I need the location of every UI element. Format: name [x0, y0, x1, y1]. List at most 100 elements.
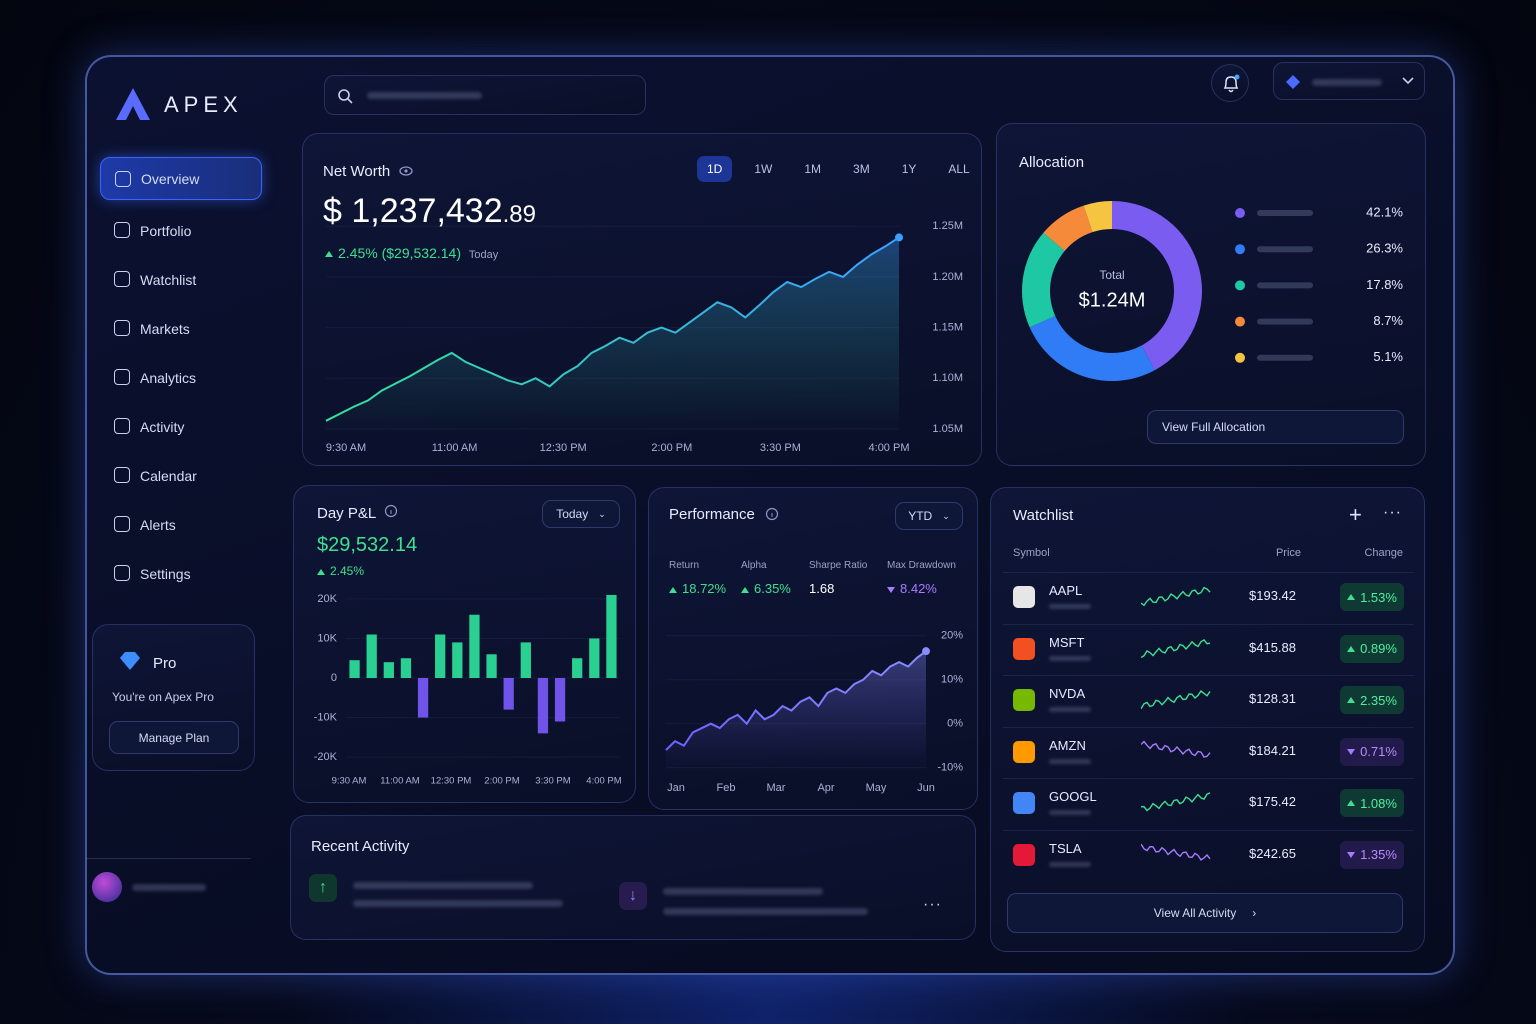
x-tick-label: 9:30 AM	[326, 442, 366, 454]
y-tick-label: 0	[331, 672, 337, 684]
change-badge: 0.71%	[1340, 737, 1404, 766]
range-tab[interactable]: 1Y	[901, 162, 917, 176]
nav-icon	[114, 369, 130, 385]
y-tick-label: -10%	[937, 762, 963, 774]
more-button[interactable]: ···	[1383, 504, 1402, 521]
range-tab[interactable]: 3M	[853, 162, 870, 176]
nav-item[interactable]: Markets	[100, 307, 262, 350]
nav-label: Overview	[141, 170, 200, 187]
account-dropdown[interactable]	[1273, 62, 1425, 100]
metric-value: 18.72%	[669, 581, 726, 596]
up-arrow	[325, 251, 333, 258]
period-dropdown[interactable]: YTD ⌄	[895, 502, 963, 530]
bar	[417, 678, 429, 718]
nav-item[interactable]: Watchlist	[100, 258, 262, 301]
sparkline	[1141, 638, 1211, 658]
watchlist-row[interactable]: AAPL $193.42 1.53%	[1003, 572, 1414, 620]
nav-item[interactable]: Activity	[100, 405, 262, 448]
x-tick-label: Jan	[667, 782, 685, 794]
bar	[452, 642, 463, 678]
metric-value: 8.42%	[887, 581, 937, 596]
change-badge: 1.08%	[1340, 789, 1404, 817]
y-tick-label: 10%	[941, 674, 963, 686]
legend-value: 5.1%	[1373, 349, 1403, 364]
nav-item[interactable]: Portfolio	[100, 209, 262, 252]
dropdown-text: Today	[556, 507, 589, 521]
symbol-logo	[1013, 689, 1035, 711]
symbol: MSFT	[1049, 634, 1085, 650]
symbol: AMZN	[1049, 737, 1086, 753]
change-badge: 1.53%	[1340, 583, 1404, 611]
range-tab[interactable]: 1D	[697, 156, 733, 182]
legend-value: 42.1%	[1366, 204, 1403, 219]
chevron: ›	[1252, 906, 1257, 920]
pro-card: Pro You're on Apex Pro Manage Plan	[92, 624, 255, 771]
nav-item[interactable]: Overview	[100, 157, 262, 200]
symbol-logo	[1013, 740, 1035, 763]
watchlist-row[interactable]: MSFT $415.88 0.89%	[1003, 623, 1414, 672]
net-worth-value: $ 1,237,432.89	[323, 192, 536, 231]
change-text: 0.89%	[1360, 641, 1397, 656]
range-tab[interactable]: 1M	[804, 162, 822, 176]
up-arrow	[1347, 645, 1356, 652]
range-tab[interactable]: ALL	[948, 162, 970, 176]
divider	[86, 858, 251, 859]
up-arrow	[1347, 800, 1356, 806]
notification-button[interactable]	[1211, 64, 1249, 102]
nav-item[interactable]: Calendar	[100, 454, 262, 497]
range-tab[interactable]: 1W	[754, 162, 773, 176]
period-dropdown[interactable]: Today ⌄	[542, 500, 620, 528]
info-icon	[384, 504, 398, 518]
button-text: View All Activity	[1153, 906, 1237, 920]
x-tick-label: Apr	[817, 782, 834, 794]
add-button[interactable]: +	[1349, 502, 1362, 527]
y-tick-label: 10K	[317, 632, 337, 644]
nav-icon	[114, 320, 130, 336]
change-text: 2.45%	[330, 564, 365, 578]
y-tick-label: 1.20M	[932, 271, 963, 283]
up-arrow	[1347, 594, 1356, 600]
metric-label: Sharpe Ratio	[809, 560, 868, 571]
watchlist-row[interactable]: NVDA $128.31 2.35%	[1003, 675, 1414, 723]
company-name	[1049, 655, 1091, 661]
nav-icon	[115, 171, 131, 187]
y-tick-label: 1.10M	[932, 372, 963, 384]
bar	[400, 658, 412, 678]
day-pnl-change: 2.45%	[317, 564, 364, 578]
search-box[interactable]	[324, 75, 646, 115]
nav-item[interactable]: Settings	[100, 552, 262, 595]
chevron	[1402, 77, 1414, 85]
watchlist-row[interactable]: TSLA $242.65 1.35%	[1003, 829, 1414, 878]
view-allocation-button[interactable]: View Full Allocation	[1147, 410, 1404, 444]
donut-segment	[1083, 201, 1112, 233]
net-worth-chart: 1.05M 1.10M 1.15M 1.20M 1.25M 9:30 AM 11:00 AM…	[325, 220, 963, 454]
view-all-activity-button[interactable]: View All Activity ›	[1007, 893, 1403, 933]
nav-item[interactable]: Analytics	[100, 356, 262, 399]
nav-item[interactable]: Alerts	[100, 503, 262, 546]
range-tabs: 1D 1W 1M 3M 1Y ALL	[697, 156, 980, 182]
x-tick-label: 9:30 AM	[332, 776, 367, 787]
nav-label: Settings	[140, 565, 191, 582]
activity-text	[353, 882, 533, 889]
up-arrow	[1347, 697, 1356, 703]
legend-value: 8.7%	[1373, 313, 1403, 328]
end-point	[922, 647, 930, 656]
y-tick-label: 1.15M	[932, 322, 963, 334]
watchlist-row[interactable]: GOOGL $175.42 1.08%	[1003, 778, 1414, 826]
y-tick-label: -20K	[314, 751, 338, 763]
symbol-logo	[1013, 792, 1035, 814]
nav-icon	[114, 565, 130, 581]
y-tick-label: 0%	[947, 718, 963, 730]
performance-title: Performance	[669, 506, 755, 523]
up-arrow	[317, 568, 325, 575]
sparkline	[1141, 792, 1211, 812]
manage-plan-button[interactable]: Manage Plan	[109, 721, 239, 754]
symbol: GOOGL	[1049, 789, 1097, 804]
symbol-logo	[1013, 637, 1035, 660]
sparkline-line	[1141, 792, 1211, 812]
button-text: View Full Allocation	[1162, 420, 1266, 434]
eye-icon	[399, 166, 413, 176]
more-button[interactable]: ···	[923, 896, 942, 913]
watchlist-row[interactable]: AMZN $184.21 0.71%	[1003, 726, 1414, 775]
